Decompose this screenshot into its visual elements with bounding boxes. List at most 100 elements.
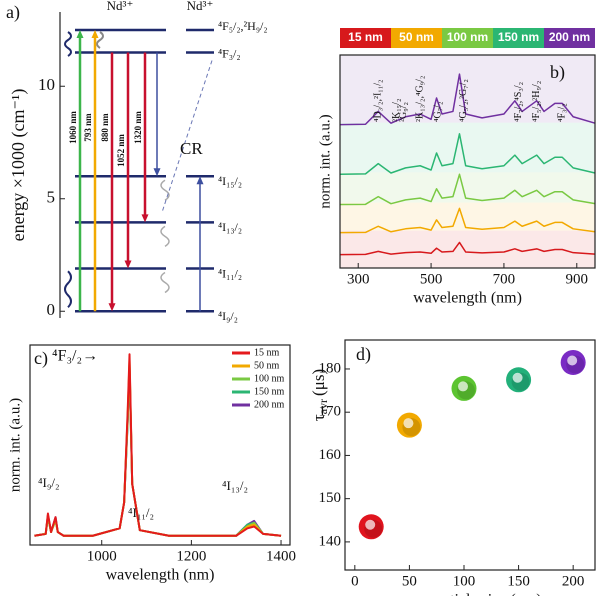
legend-label: 200 nm	[254, 399, 285, 410]
y-label-symbol: τ	[309, 414, 328, 421]
background-band	[340, 202, 595, 231]
point-highlight	[457, 381, 468, 392]
spectrum-line	[34, 358, 282, 537]
transition-label: ⁴G₇/₂	[433, 102, 444, 122]
color-bar-label: 200 nm	[549, 30, 590, 44]
relaxation	[64, 31, 72, 57]
color-bar-label: 150 nm	[498, 30, 539, 44]
arrow-head	[124, 260, 132, 269]
legend-label: 50 nm	[254, 360, 280, 371]
y-tick-label: 170	[319, 404, 342, 420]
point-highlight	[567, 355, 578, 366]
x-tick-label: 1400	[266, 548, 296, 564]
relaxation	[96, 31, 104, 49]
legend-label: 15 nm	[254, 347, 280, 358]
arrow-head	[76, 30, 84, 38]
cr-label: CR	[180, 139, 203, 158]
spectrum-line	[339, 241, 596, 256]
species-label: Nd³⁺	[187, 0, 214, 13]
transition-label: ⁴F₃/₂	[557, 103, 568, 122]
color-bar	[442, 28, 493, 48]
x-tick-label: 300	[347, 271, 370, 287]
color-bar-label: 15 nm	[348, 30, 383, 44]
color-bar	[493, 28, 544, 48]
panel-label: b)	[550, 62, 565, 83]
transition-label: ⁴G₅/₂,²G₇/₂	[458, 79, 469, 122]
transition-label: 1052 nm	[116, 134, 126, 167]
x-tick-label: 100	[453, 573, 476, 589]
arrow-head	[141, 214, 149, 223]
y-axis-label: energy ×1000 (cm⁻¹)	[8, 89, 29, 242]
transition-label: ⁴D₃/₂,²I₁₁/₂	[373, 79, 384, 122]
x-tick-label: 1200	[176, 548, 206, 564]
transition-label: ²K₁₃/₂,⁴G₉/₂	[414, 76, 425, 122]
transition-label: ²K₁₅/₂	[391, 99, 402, 122]
point-highlight	[365, 519, 376, 530]
transition-label: 1320 nm	[133, 111, 143, 144]
y-tick-label: 0	[47, 300, 56, 319]
arrow-head	[153, 168, 161, 177]
x-tick-label: 0	[351, 573, 359, 589]
point-highlight	[512, 372, 523, 383]
x-tick-label: 150	[507, 573, 530, 589]
transition-label: ⁴F₅/₂,²H₉/₂	[531, 81, 542, 122]
arrow-head	[108, 303, 116, 312]
level-label: ⁴I₁₁/₂	[218, 266, 242, 280]
level-label: ⁴I₁₅/₂	[218, 174, 242, 188]
y-axis-label: norm. int. (a.u.)	[7, 398, 23, 492]
x-axis-label: wavelength (nm)	[106, 567, 215, 584]
y-label-subscript: avr	[316, 399, 330, 414]
transition-label: ⁴F₃/₂→	[52, 348, 98, 365]
color-bar-label: 100 nm	[447, 30, 488, 44]
x-tick-label: 50	[402, 573, 417, 589]
spectrum-line	[34, 362, 282, 537]
x-tick-label: 700	[493, 271, 516, 287]
y-tick-label: 180	[319, 360, 342, 376]
spectrum-line	[34, 368, 282, 537]
transition-label: 880 nm	[100, 113, 110, 142]
y-tick-label: 10	[38, 75, 55, 94]
x-tick-label: 900	[566, 271, 589, 287]
arrow-head	[91, 30, 99, 38]
spectrum-line	[339, 133, 596, 176]
transition-label: 1060 nm	[68, 111, 78, 144]
spectrum-line	[339, 207, 596, 234]
relaxation	[160, 225, 170, 248]
spectrum-line	[34, 353, 282, 537]
legend-label: 150 nm	[254, 386, 285, 397]
panel-label: c)	[34, 348, 48, 369]
transition-label: ²G₉/₂	[398, 102, 409, 122]
relaxation	[64, 270, 72, 308]
y-label-unit: (μs)	[309, 369, 328, 396]
panel-label: a)	[6, 2, 20, 23]
plot-frame	[344, 339, 596, 571]
spectrum-line	[339, 173, 596, 206]
y-axis-label: τavr (μs)	[309, 369, 330, 421]
background-band	[340, 122, 595, 173]
legend-label: 100 nm	[254, 373, 285, 384]
x-tick-label: 500	[420, 271, 443, 287]
transition-label: ⁴I₁₁/₂	[128, 505, 154, 520]
background-band	[340, 172, 595, 203]
x-axis-label: wavelength (nm)	[413, 290, 522, 307]
x-tick-label: 200	[562, 573, 585, 589]
level-label: ⁴I₁₃/₂	[218, 220, 242, 234]
x-tick-label: 1000	[87, 548, 117, 564]
y-tick-label: 140	[319, 533, 342, 549]
level-label: ⁴F₅/₂,²H₉/₂	[218, 19, 268, 33]
spectrum-line	[339, 73, 596, 126]
plot-frame	[339, 54, 596, 269]
level-label: ⁴I₉/₂	[218, 309, 238, 323]
transition-label: ⁴I₁₃/₂	[222, 478, 248, 493]
transition-label: ⁴F₇/₂,⁴S₃/₂	[513, 82, 524, 122]
x-axis-label: nanoparticle size (nm)	[398, 592, 541, 596]
color-bar	[391, 28, 442, 48]
y-tick-label: 160	[319, 447, 342, 463]
color-bar	[340, 28, 391, 48]
transition-label: 793 nm	[83, 113, 93, 142]
transition-label: ⁴I₉/₂	[38, 475, 60, 490]
point-highlight	[403, 418, 414, 429]
species-label: Nd³⁺	[107, 0, 134, 13]
arrow-head	[196, 176, 204, 185]
